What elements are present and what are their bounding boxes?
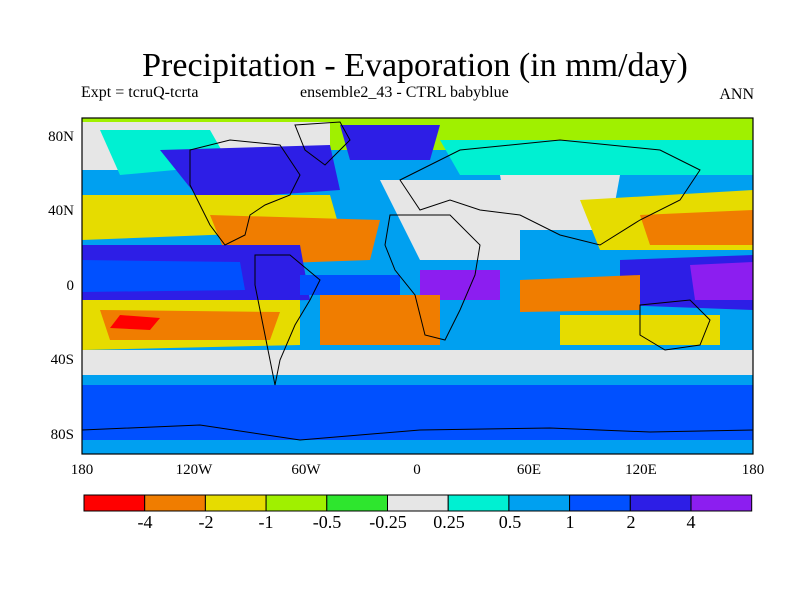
climate-band (440, 140, 753, 175)
chart-title: Precipitation - Evaporation (in mm/day) (142, 47, 688, 84)
climate-band (320, 295, 440, 345)
climate-band (82, 260, 245, 292)
colorbar-box (265, 494, 328, 512)
colorbar-box (326, 494, 388, 512)
lon-label-120e: 120E (625, 462, 657, 478)
colorbar-box (447, 494, 510, 512)
climate-band (640, 210, 753, 245)
lon-label-180e: 180 (741, 462, 765, 478)
lat-label-80s: 80S (50, 427, 74, 443)
colorbar-box (83, 494, 146, 512)
colorbar-box (508, 494, 571, 512)
coastline (294, 121, 351, 166)
colorbar-label-9: 2 (626, 512, 636, 532)
colorbar-box (629, 494, 692, 512)
colorbar-label-6: 0.25 (433, 512, 465, 532)
climate-band (110, 315, 160, 330)
colorbar-box (569, 494, 631, 512)
lat-label-40s: 40S (50, 352, 74, 368)
climate-band (82, 440, 753, 454)
climate-band (82, 350, 753, 375)
lon-label-120w: 120W (175, 462, 213, 478)
colorbar-label-2: -2 (198, 512, 214, 532)
climate-band (380, 180, 520, 260)
experiment-label: Expt = tcruQ-tcrta (81, 84, 199, 101)
lat-label-80n: 80N (48, 129, 74, 145)
climate-band (82, 385, 753, 440)
lat-label-40n: 40N (48, 203, 74, 219)
lon-label-0: 0 (413, 462, 421, 478)
colorbar-label-7: 0.5 (498, 512, 522, 532)
climate-band (340, 125, 440, 160)
colorbar-label-3: -1 (258, 512, 274, 532)
coastline (81, 424, 754, 441)
coastline (189, 139, 301, 246)
climate-band (690, 262, 753, 300)
lon-label-180w: 180 (70, 462, 94, 478)
coastline (384, 214, 481, 341)
colorbar-label-8: 1 (565, 512, 575, 532)
coastline (254, 254, 321, 386)
coastline (399, 139, 701, 246)
colorbar-box (204, 494, 267, 512)
climate-bands (82, 118, 753, 454)
colorbar-label-10: 4 (686, 512, 696, 532)
climate-band (300, 275, 400, 295)
lon-label-60e: 60E (516, 462, 542, 478)
climate-band (520, 275, 640, 312)
coastlines (81, 121, 754, 441)
coastline (639, 299, 711, 351)
colorbar-box (144, 494, 206, 512)
climate-band (160, 145, 340, 200)
colorbar-label-4: -0.5 (312, 512, 342, 532)
lon-label-60w: 60W (291, 462, 321, 478)
colorbar-box (387, 494, 449, 512)
colorbar-label-5: -0.25 (369, 512, 407, 532)
climate-band (420, 270, 500, 300)
map-frame (81, 117, 754, 455)
lat-label-0: 0 (66, 278, 75, 294)
season-label: ANN (719, 86, 754, 103)
colorbar-label-1: -4 (137, 512, 153, 532)
colorbar-box (690, 494, 753, 512)
ensemble-label: ensemble2_43 - CTRL babyblue (300, 84, 509, 101)
